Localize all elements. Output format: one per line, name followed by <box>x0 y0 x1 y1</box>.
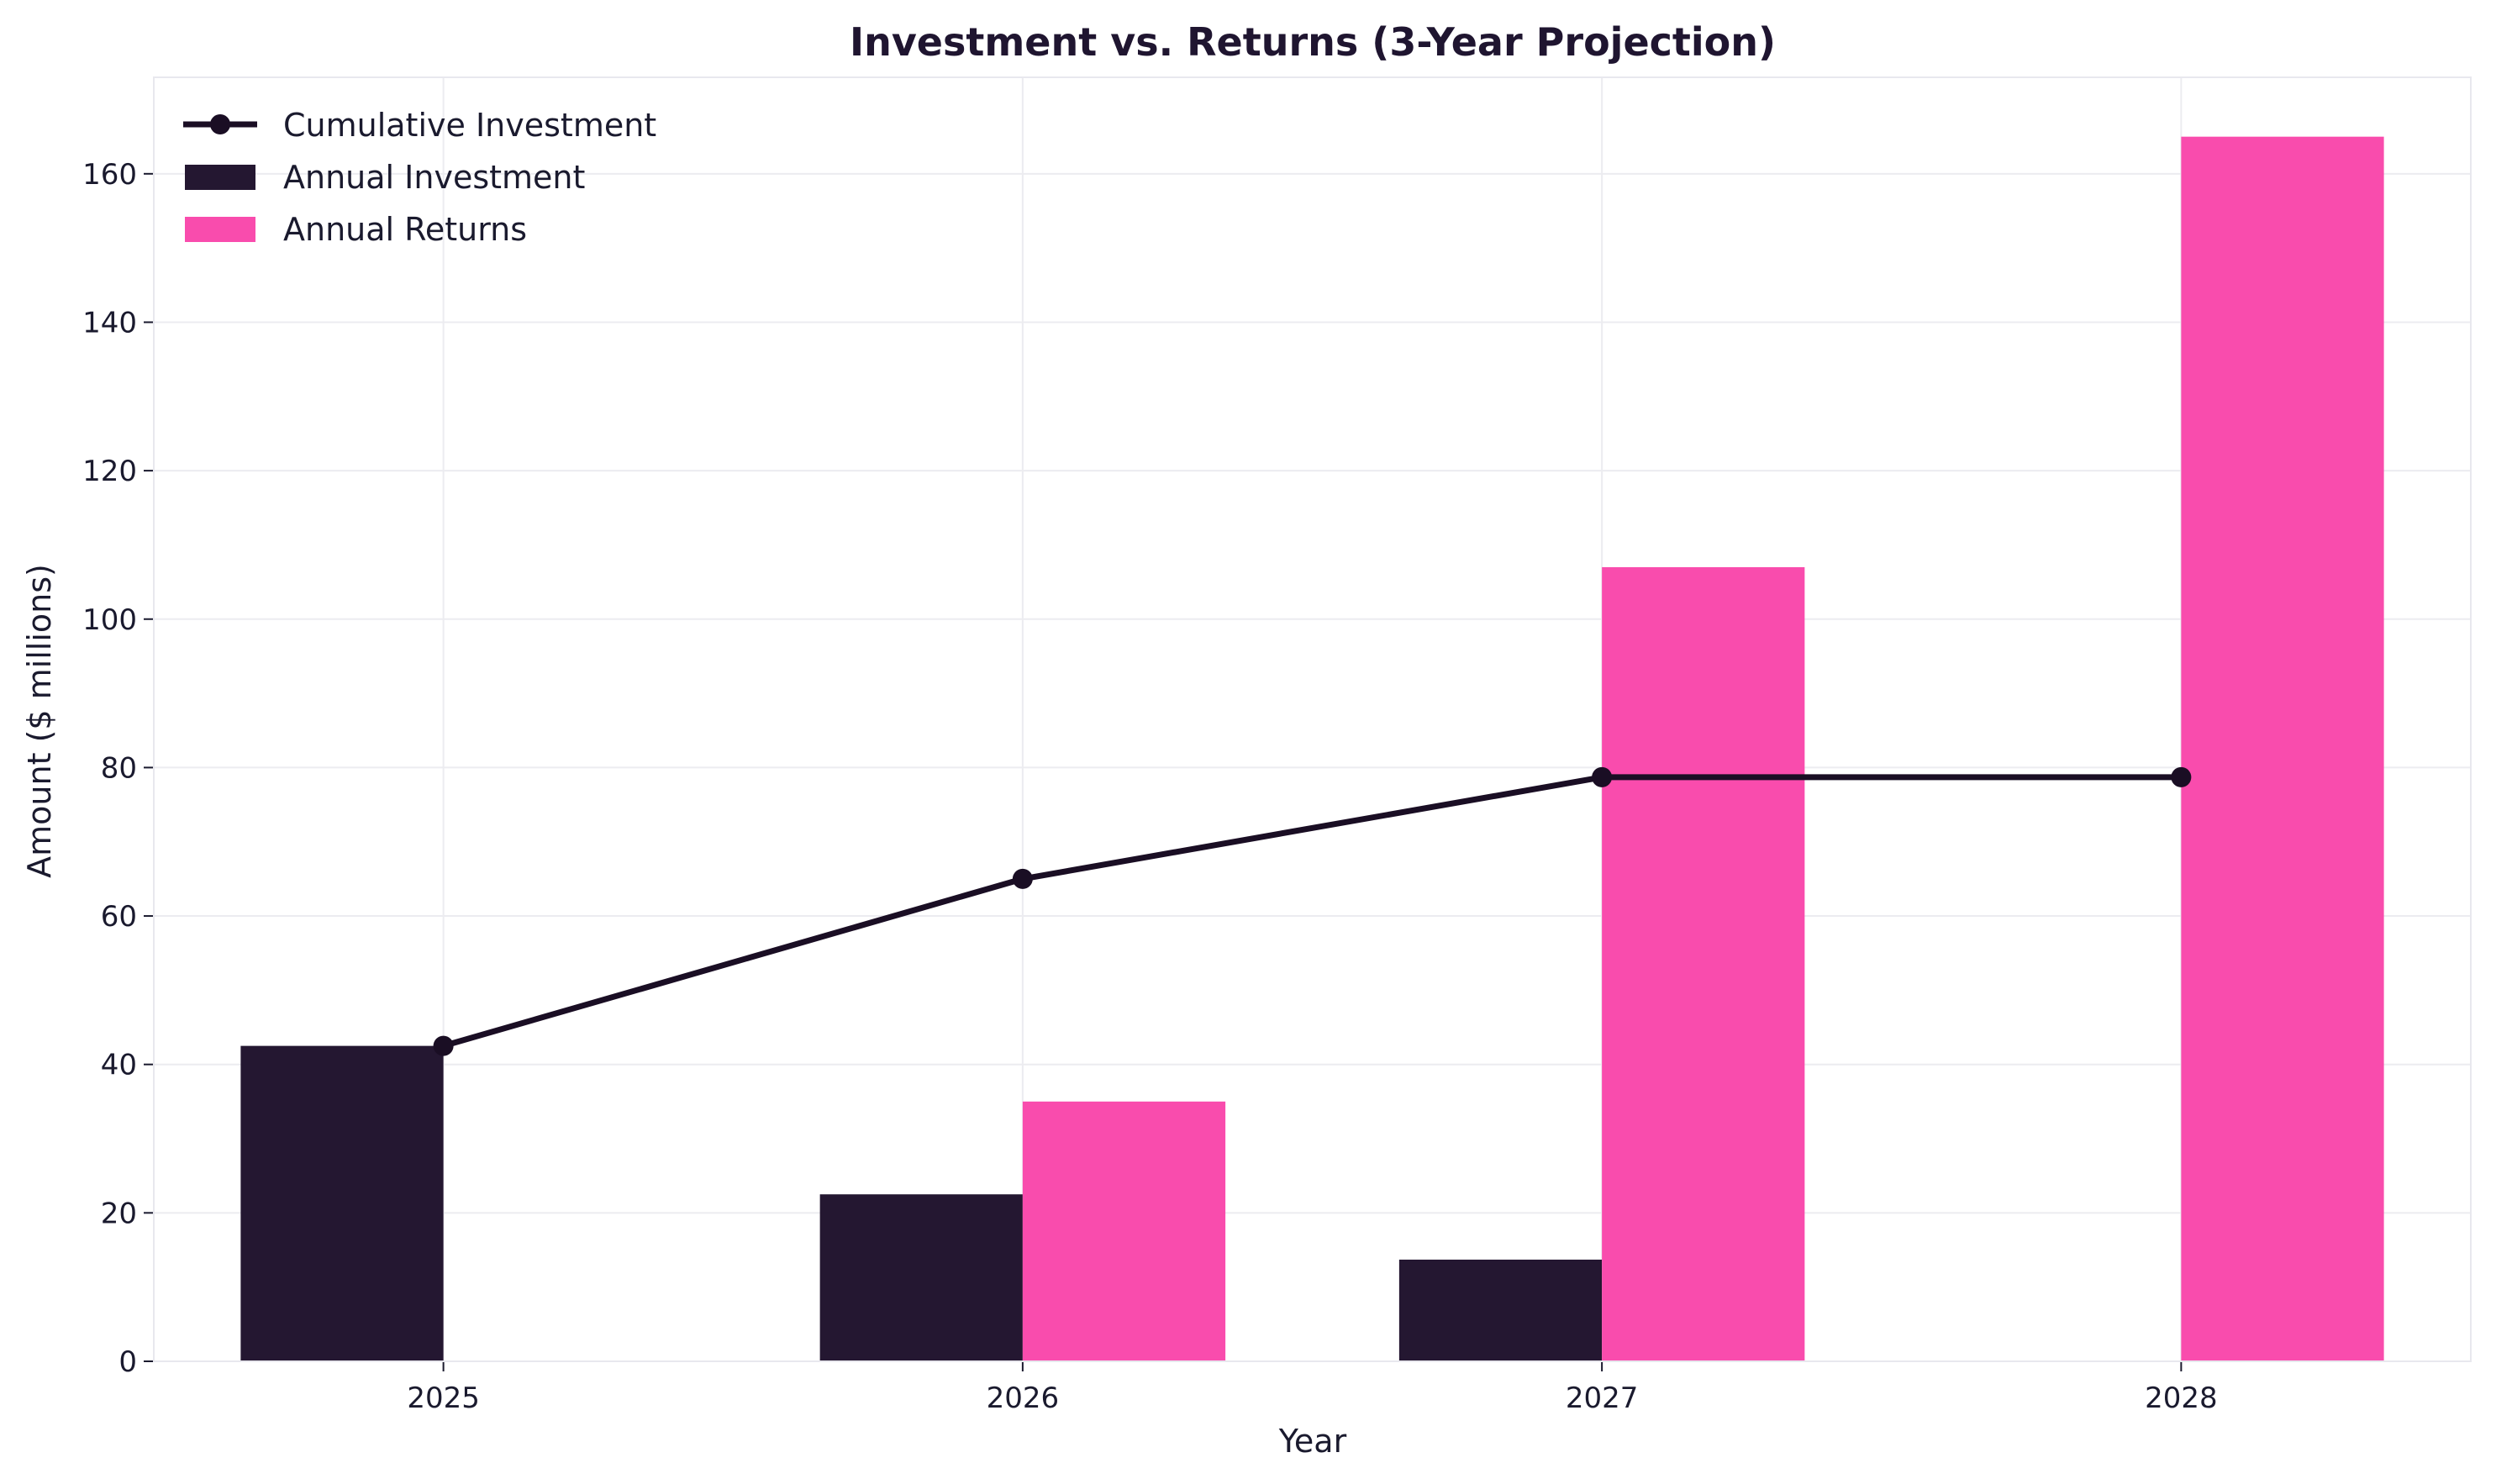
y-tick-label: 40 <box>101 1049 137 1082</box>
x-tick-label: 2026 <box>987 1381 1060 1415</box>
legend-marker-cumulative-investment <box>210 114 230 134</box>
y-tick-label: 160 <box>82 158 137 192</box>
bar-annual-returns-2028 <box>2181 136 2384 1362</box>
point-cumulative-investment-2025 <box>433 1035 454 1056</box>
y-tick-label: 0 <box>118 1345 137 1379</box>
point-cumulative-investment-2026 <box>1012 868 1033 889</box>
y-axis-label: Amount ($ millions) <box>21 564 58 878</box>
x-tick-label: 2025 <box>407 1381 480 1415</box>
y-tick-label: 20 <box>101 1197 137 1230</box>
x-axis-label: Year <box>1278 1423 1347 1460</box>
line-cumulative-investment <box>442 774 2182 1049</box>
line-layer <box>433 766 2192 1056</box>
axes-layer: 0 20 40 60 80 100 120 140 160 2025 2026 2027 2028 <box>82 76 2472 1415</box>
bar-annual-investment-2025 <box>240 1045 444 1361</box>
y-tick-label: 140 <box>82 306 137 339</box>
plot-frame <box>153 76 2472 1362</box>
bar-annual-investment-2027 <box>1398 1259 1603 1361</box>
bar-annual-investment-2026 <box>819 1194 1023 1361</box>
legend-swatch-annual-investment <box>185 165 255 190</box>
legend-swatch-annual-returns <box>185 217 255 242</box>
point-cumulative-investment-2027 <box>1592 766 1613 787</box>
grid-layer <box>154 77 2471 1362</box>
legend-label-cumulative-investment: Cumulative Investment <box>283 107 656 144</box>
legend-label-annual-investment: Annual Investment <box>283 159 585 196</box>
legend-label-annual-returns: Annual Returns <box>283 211 527 248</box>
x-tick-label: 2027 <box>1566 1381 1639 1415</box>
y-tick-label: 100 <box>82 603 137 637</box>
chart-title: Investment vs. Returns (3-Year Projectio… <box>850 19 1776 65</box>
x-tick-label: 2028 <box>2145 1381 2218 1415</box>
bar-annual-returns-2027 <box>1602 566 1805 1361</box>
legend: Cumulative Investment Annual Investment … <box>183 107 656 248</box>
y-tick-label: 120 <box>82 455 137 488</box>
y-tick-label: 60 <box>101 900 137 934</box>
bars-layer <box>240 136 2384 1362</box>
bar-annual-returns-2026 <box>1022 1101 1226 1361</box>
point-cumulative-investment-2028 <box>2171 766 2192 787</box>
y-tick-label: 80 <box>101 751 137 785</box>
